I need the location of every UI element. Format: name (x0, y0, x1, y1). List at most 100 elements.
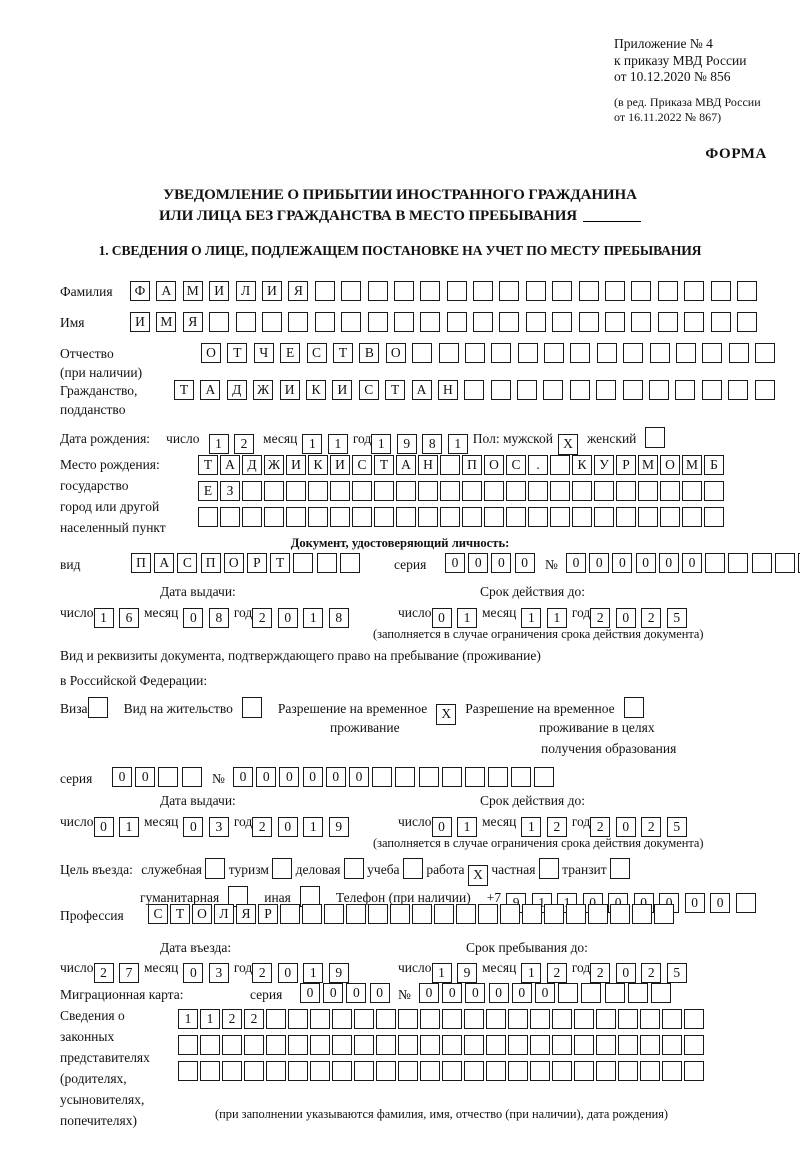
birthplace-r2-cell-14[interactable] (484, 481, 504, 501)
birthplace-r3-cell-16[interactable] (528, 507, 548, 527)
birthplace-r2-cell-6[interactable] (308, 481, 328, 501)
stay-year-cell-1[interactable]: 2 (590, 963, 611, 983)
birthplace-r3-cell-19[interactable] (594, 507, 614, 527)
birthplace-r3-cell-5[interactable] (286, 507, 306, 527)
permit-issue-day-cell-2[interactable]: 1 (119, 817, 139, 837)
birthplace-r2-cell-10[interactable] (396, 481, 416, 501)
surname-cell-21[interactable] (657, 281, 678, 301)
patronymic-cell-13[interactable] (517, 343, 538, 363)
profession-cell-24[interactable] (654, 904, 674, 924)
surname-cell-17[interactable] (552, 281, 573, 301)
document-number-cell-9[interactable] (751, 553, 772, 573)
permit-number-cell-13[interactable] (511, 767, 532, 787)
representatives-r2-cell-3[interactable] (222, 1035, 242, 1055)
birthplace-r3-cell-7[interactable] (330, 507, 350, 527)
permit-number-cell-14[interactable] (534, 767, 555, 787)
representatives-r1-cell-5[interactable] (266, 1009, 286, 1029)
document-number-cell-11[interactable] (797, 553, 800, 573)
name-cell-13[interactable] (446, 312, 467, 332)
stay-year-cell-4[interactable]: 5 (666, 963, 687, 983)
representatives-r2-cell-21[interactable] (618, 1035, 638, 1055)
purpose-option-checkbox-3[interactable] (343, 858, 364, 879)
document-number-cell-7[interactable] (705, 553, 726, 573)
birth-year-cell-3[interactable]: 8 (422, 434, 443, 454)
document-seriya-cell-2[interactable]: 0 (468, 553, 489, 573)
residence-permit-checkbox[interactable] (241, 697, 262, 718)
surname-cell-12[interactable] (420, 281, 441, 301)
profession-cell-9[interactable] (324, 904, 344, 924)
patronymic-cell-17[interactable] (623, 343, 644, 363)
document-number-cell-8[interactable] (728, 553, 749, 573)
surname-cell-9[interactable] (341, 281, 362, 301)
citizenship-cell-18[interactable] (622, 380, 643, 400)
purpose-option-checkbox-1[interactable] (205, 858, 226, 879)
name-cell-22[interactable] (684, 312, 705, 332)
name-cell-10[interactable] (367, 312, 388, 332)
permit-number-cell-8[interactable] (395, 767, 416, 787)
phone-cell-9[interactable]: 0 (710, 893, 731, 913)
representatives-r1-cell-3[interactable]: 2 (222, 1009, 242, 1029)
surname-cell-16[interactable] (525, 281, 546, 301)
permit-seriya-cell-2[interactable]: 0 (135, 767, 156, 787)
representatives-r1-cell-15[interactable] (486, 1009, 506, 1029)
representatives-r3-cell-19[interactable] (574, 1061, 594, 1081)
birthplace-r2-cell-18[interactable] (572, 481, 592, 501)
doc-valid-day-cell-1[interactable]: 0 (431, 608, 452, 628)
purpose-option-checkbox-5[interactable]: X (467, 865, 488, 886)
migration-number-cell-10[interactable] (627, 983, 648, 1003)
birthplace-r2-cell-1[interactable]: Е (198, 481, 218, 501)
birthplace-r2-cell-4[interactable] (264, 481, 284, 501)
document-number-cell-4[interactable]: 0 (635, 553, 656, 573)
permit-issue-year-cell-4[interactable]: 9 (328, 817, 349, 837)
name-cell-16[interactable] (525, 312, 546, 332)
profession-cell-19[interactable] (544, 904, 564, 924)
stay-month-cell-1[interactable]: 1 (521, 963, 542, 983)
document-type-cell-4[interactable]: П (200, 553, 221, 573)
surname-cell-14[interactable] (473, 281, 494, 301)
representatives-r3-cell-17[interactable] (530, 1061, 550, 1081)
doc-valid-month-cell-2[interactable]: 1 (546, 608, 567, 628)
profession-cell-23[interactable] (632, 904, 652, 924)
permit-number-cell-4[interactable]: 0 (302, 767, 323, 787)
sex-male-checkbox[interactable]: X (558, 434, 579, 455)
permit-valid-year-cell-4[interactable]: 5 (666, 817, 687, 837)
birthplace-r2-cell-2[interactable]: З (220, 481, 240, 501)
representatives-r3-cell-4[interactable] (244, 1061, 264, 1081)
birthplace-r3-cell-13[interactable] (462, 507, 482, 527)
permit-issue-month-cell-2[interactable]: 3 (208, 817, 229, 837)
birthplace-r3-cell-18[interactable] (572, 507, 592, 527)
entry-year-cell-1[interactable]: 2 (252, 963, 273, 983)
citizenship-cell-7[interactable]: И (332, 380, 353, 400)
representatives-r1-cell-6[interactable] (288, 1009, 308, 1029)
birthplace-r3-cell-2[interactable] (220, 507, 240, 527)
profession-cell-7[interactable] (280, 904, 300, 924)
entry-year-cell-2[interactable]: 0 (277, 963, 298, 983)
profession-cell-22[interactable] (610, 904, 630, 924)
patronymic-cell-4[interactable]: Е (280, 343, 301, 363)
name-cell-12[interactable] (420, 312, 441, 332)
permit-number-cell-2[interactable]: 0 (256, 767, 277, 787)
doc-valid-day-cell-2[interactable]: 1 (457, 608, 477, 628)
surname-cell-22[interactable] (684, 281, 705, 301)
birth-month-cell-2[interactable]: 1 (327, 434, 348, 454)
doc-issue-year-cell-1[interactable]: 2 (252, 608, 273, 628)
birthplace-r1-cell-7[interactable]: И (330, 455, 350, 475)
profession-cell-1[interactable]: С (148, 904, 168, 924)
birthplace-r1-cell-2[interactable]: А (220, 455, 240, 475)
birth-year-cell-1[interactable]: 1 (371, 434, 392, 454)
representatives-r1-cell-17[interactable] (530, 1009, 550, 1029)
birthplace-r1-cell-17[interactable] (550, 455, 570, 475)
